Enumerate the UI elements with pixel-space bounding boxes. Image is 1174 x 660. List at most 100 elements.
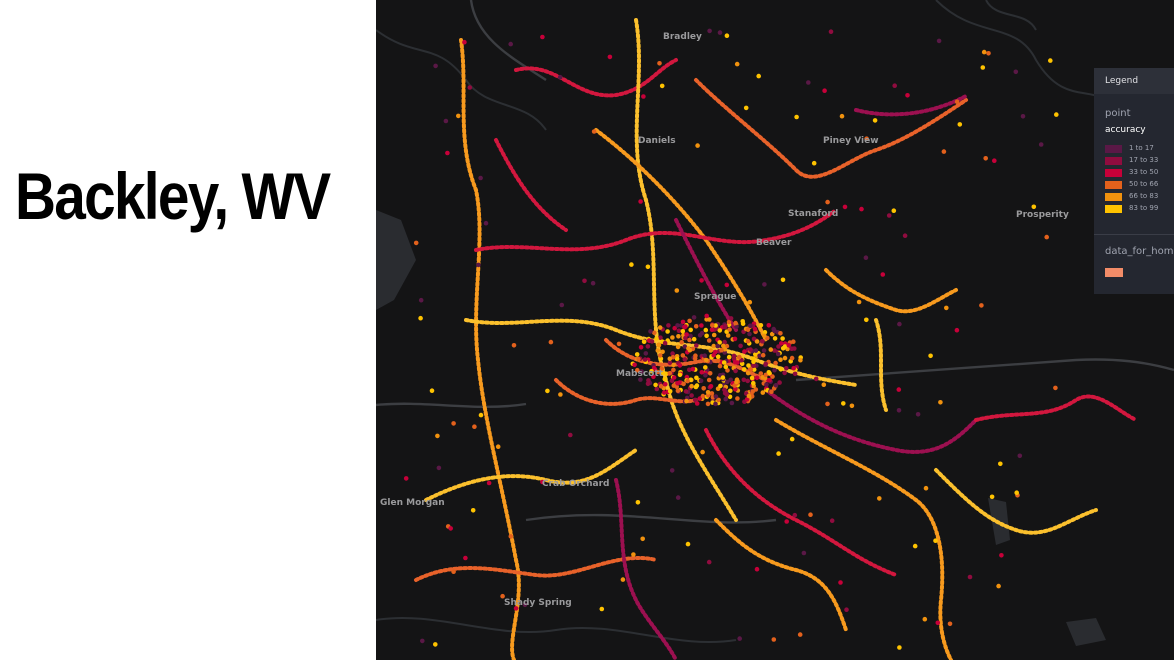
gps-point [705,401,711,407]
place-label-crab-orchard: Crab Orchard [542,479,610,489]
gps-point [769,389,774,395]
gps-point [687,318,692,324]
gps-point [751,367,757,372]
gps-point [896,387,902,392]
gps-point [478,175,483,181]
gps-point [782,355,788,361]
gps-point [757,353,762,359]
gps-point [1044,234,1049,240]
gps-point [842,204,848,210]
gps-point [694,401,700,406]
gps-point [654,336,659,341]
gps-point [748,347,753,352]
gps-point [713,394,719,399]
gps-point [689,393,694,398]
gps-point [418,315,423,321]
gps-point [467,85,473,90]
gps-point [737,354,742,360]
gps-point [738,343,743,349]
gps-point [998,461,1003,467]
gps-point [433,642,438,647]
gps-point [734,61,740,67]
gps-point [741,377,747,383]
gps-point [747,299,753,305]
gps-point [715,354,721,360]
gps-point [751,336,757,342]
gps-point [737,636,742,641]
gps-point [711,352,716,358]
gps-point [828,29,834,34]
gps-point [728,388,733,394]
gps-point [707,28,712,34]
legend-layer-name: point [1105,108,1131,119]
gps-route-trace [554,378,698,406]
legend-bin-label: 33 to 50 [1129,168,1159,176]
gps-point [760,352,766,358]
gps-point [642,357,648,362]
gps-point [470,508,476,513]
gps-point [798,357,803,363]
gps-point [767,377,772,383]
place-label-beaver: Beaver [756,238,792,248]
gps-point [776,344,781,349]
legend-field-name: accuracy [1105,125,1146,135]
gps-point [789,436,795,442]
gps-point [707,371,713,376]
gps-point [892,83,897,88]
gps-point [740,319,745,324]
gps-point [782,370,787,376]
gps-point [726,319,732,325]
gps-point [661,390,667,395]
gps-point [645,264,651,270]
gps-point [413,240,419,246]
gps-point [992,158,997,163]
gps-point [687,367,692,373]
gps-point [794,114,799,120]
gps-point [687,337,692,343]
gps-point [771,637,777,642]
slide-title: Backley, WV [15,159,331,233]
gps-point [1054,112,1059,117]
gps-point [635,500,641,505]
gps-point [719,347,724,353]
gps-point [616,341,622,347]
gps-route-trace [494,138,568,232]
gps-point [763,361,768,367]
gps-point [1031,204,1037,210]
gps-point [733,320,738,326]
gps-point [886,213,892,218]
place-label-shady-spring: Shady Spring [504,598,572,608]
gps-point [435,433,440,439]
gps-point [704,357,709,363]
gps-point [741,367,747,372]
gps-point [838,580,843,585]
gps-point [729,400,735,406]
gps-point [722,387,727,393]
gps-route-trace [704,428,898,577]
gps-point [662,376,668,382]
gps-point [699,323,704,328]
legend-bin-swatch [1105,205,1122,213]
highway-lines [376,0,1174,524]
gps-point [775,351,781,357]
gps-point [698,378,704,384]
map-view[interactable]: Bradley Piney View Daniels Beaver Stanaf… [376,0,1174,660]
place-label-stanaford: Stanaford [788,209,839,219]
gps-route-trace [634,18,738,522]
gps-point [683,389,689,394]
gps-point [692,356,698,361]
gps-point [662,340,668,346]
gps-point [636,356,641,362]
gps-point [748,367,754,372]
gps-point [786,343,792,348]
map-canvas[interactable] [376,0,1174,660]
gps-point [665,329,670,334]
gps-point [658,335,663,341]
gps-point [725,333,731,338]
gps-point [742,349,747,354]
gps-point [996,583,1001,589]
gps-point [733,387,738,392]
gps-point [762,282,767,287]
gps-point [500,593,505,599]
gps-point [709,391,715,396]
